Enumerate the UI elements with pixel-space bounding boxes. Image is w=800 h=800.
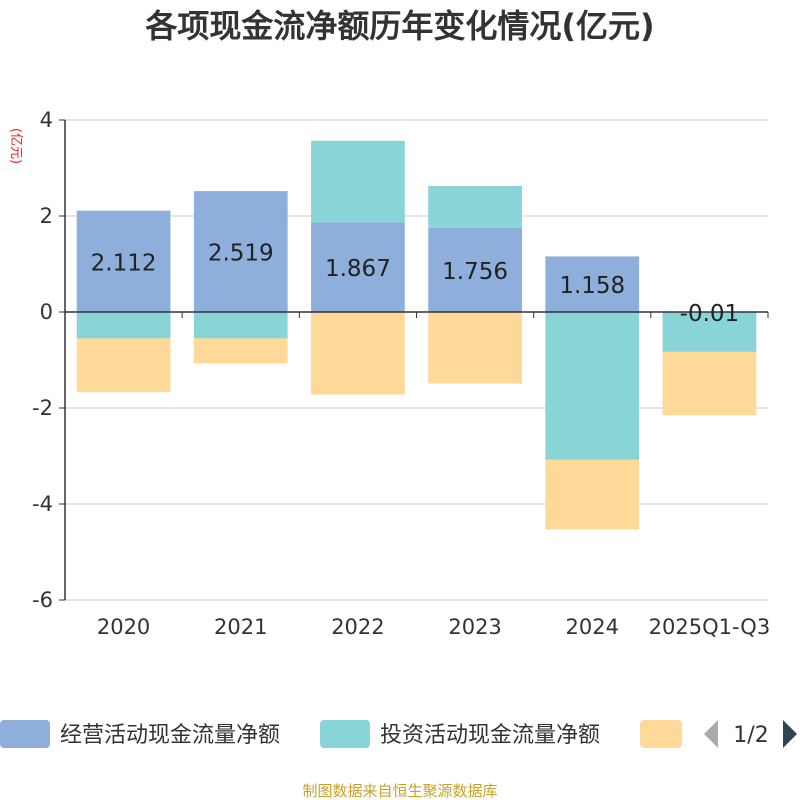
data-label-2022: 1.867 (325, 256, 391, 282)
y-tick-label: 2 (40, 204, 53, 228)
data-label-2020: 2.112 (91, 250, 157, 276)
bar-series0-2021[interactable] (193, 191, 288, 312)
x-tick-label: 2025Q1-Q3 (649, 615, 771, 639)
bar-series2-2022[interactable] (311, 312, 405, 395)
gridlines (65, 119, 768, 601)
axes: 4 2 0 -2 -4 -6 2020 2021 2022 2023 2024 2025Q1-Q3 (32, 108, 770, 639)
bar-series0-2020[interactable] (76, 210, 171, 312)
legend-swatch-financing[interactable] (640, 720, 682, 748)
legend-label-operating[interactable]: 经营活动现金流量净额 (60, 723, 280, 748)
bar-series2-2023[interactable] (428, 312, 522, 384)
bar-series1-2025Q1-Q3[interactable] (662, 312, 757, 352)
data-label-2025Q1-Q3: -0.01 (680, 301, 740, 327)
x-tick-label: 2022 (331, 615, 384, 639)
bar-series1-2023[interactable] (428, 185, 522, 228)
bar-series2-2025Q1-Q3[interactable] (662, 351, 757, 416)
legend-page-indicator: 1/2 (733, 723, 768, 748)
chart-title: 各项现金流净额历年变化情况(亿元) (145, 7, 654, 45)
y-tick-label: 4 (40, 108, 53, 132)
legend: 经营活动现金流量净额 投资活动现金流量净额 1/2 (0, 720, 797, 748)
bar-series1-2022[interactable] (311, 140, 405, 223)
bar-series0-2022[interactable] (311, 222, 405, 312)
bars (76, 140, 757, 530)
x-tick-label: 2021 (214, 615, 267, 639)
bar-series2-2020[interactable] (76, 338, 171, 393)
data-label-2024: 1.158 (559, 273, 625, 299)
data-label-2023: 1.756 (442, 259, 508, 285)
bar-series1-2021[interactable] (193, 312, 288, 339)
bar-series0-2024[interactable] (545, 256, 640, 312)
y-tick-label: -4 (32, 492, 53, 516)
bar-series2-2024[interactable] (545, 459, 640, 530)
y-tick-label: -2 (32, 396, 53, 420)
y-axis-label: (亿元) (8, 128, 23, 164)
legend-prev-page-icon[interactable] (704, 720, 718, 748)
x-tick-label: 2024 (566, 615, 619, 639)
bar-series0-2023[interactable] (428, 227, 522, 312)
legend-swatch-investing[interactable] (320, 720, 370, 748)
data-labels: 2.112 2.519 1.867 1.756 1.158 -0.01 (91, 241, 740, 328)
x-tick-label: 2023 (448, 615, 501, 639)
legend-next-page-icon[interactable] (783, 720, 797, 748)
bar-series1-2020[interactable] (76, 312, 171, 339)
data-source-note: 制图数据来自恒生聚源数据库 (302, 782, 497, 800)
legend-swatch-operating[interactable] (0, 720, 50, 748)
legend-label-investing[interactable]: 投资活动现金流量净额 (380, 723, 600, 748)
bar-series2-2021[interactable] (193, 338, 288, 364)
bar-series1-2024[interactable] (545, 312, 640, 460)
y-tick-label: 0 (40, 300, 53, 324)
x-tick-label: 2020 (97, 615, 150, 639)
y-tick-label: -6 (32, 588, 53, 612)
data-label-2021: 2.519 (208, 241, 274, 267)
